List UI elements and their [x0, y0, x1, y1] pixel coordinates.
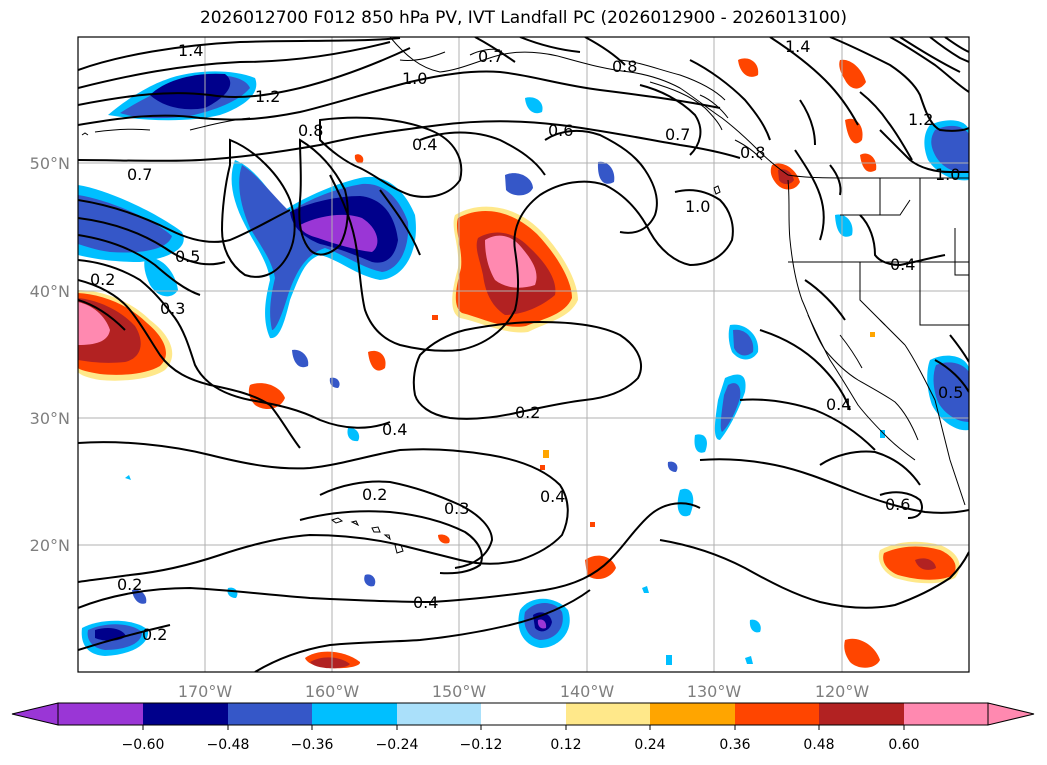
contour-label: 1.4 [178, 41, 203, 60]
contour-label: 1.4 [785, 37, 810, 56]
contour-label: 0.8 [740, 143, 765, 162]
latitude-labels: 50°N 40°N 30°N 20°N [30, 154, 70, 555]
lon-tick-label: 130°W [687, 682, 742, 701]
contour-label: 0.4 [540, 487, 565, 506]
contour-label: 0.4 [890, 255, 915, 274]
colorbar-outline [57, 702, 989, 726]
colorbar: −0.60 −0.48 −0.36 −0.24 −0.12 0.12 0.24 … [11, 702, 1035, 753]
colorbar-tick-label: 0.24 [634, 737, 665, 753]
contour-label: 0.4 [413, 593, 438, 612]
contour-label: 0.6 [885, 495, 910, 514]
contour-label: 0.2 [515, 403, 540, 422]
lon-tick-label: 170°W [178, 682, 233, 701]
contour-label-group: 1.4 1.2 1.0 0.8 0.7 0.6 0.4 0.5 0.3 0.2 … [90, 37, 963, 644]
map-panel [78, 37, 969, 672]
lat-tick-label: 20°N [30, 536, 70, 555]
contour-label: 0.3 [444, 499, 469, 518]
colorbar-tick-label: 0.36 [719, 737, 750, 753]
lon-tick-label: 120°W [815, 682, 870, 701]
colorbar-tick-label: −0.36 [291, 737, 334, 753]
colorbar-tick-label: 0.60 [888, 737, 919, 753]
contour-label: 1.2 [255, 87, 280, 106]
colorbar-segment [58, 703, 143, 725]
colorbar-segment [481, 703, 566, 725]
colorbar-min-extend [11, 702, 59, 726]
colorbar-segment [397, 703, 481, 725]
map-title: 2026012700 F012 850 hPa PV, IVT Landfall… [199, 8, 847, 28]
colorbar-tick-label: −0.12 [460, 737, 503, 753]
contour-label: 1.0 [685, 197, 710, 216]
contour-label: 0.2 [362, 485, 387, 504]
lon-tick-label: 150°W [432, 682, 487, 701]
colorbar-segment [228, 703, 312, 725]
colorbar-tick-label: −0.24 [376, 737, 419, 753]
contour-label: 0.4 [412, 135, 437, 154]
colorbar-tick-label: 0.48 [803, 737, 834, 753]
colorbar-segment [650, 703, 735, 725]
pv-negative-shading [78, 71, 969, 665]
contour-label: 0.4 [382, 420, 407, 439]
contour-label: 0.8 [298, 121, 323, 140]
lat-tick-label: 40°N [30, 282, 70, 301]
colorbar-segment [566, 703, 650, 725]
colorbar-tick-label: −0.60 [122, 737, 165, 753]
graticule [78, 37, 969, 672]
contour-label: 1.2 [908, 110, 933, 129]
colorbar-segment [904, 703, 988, 725]
colorbar-tick-label: −0.48 [207, 737, 250, 753]
contour-label: 0.5 [175, 247, 200, 266]
pv-contours [78, 37, 969, 672]
colorbar-segment [735, 703, 819, 725]
contour-label: 0.7 [478, 47, 503, 66]
pv-positive-shading [78, 58, 960, 669]
colorbar-tick-label: 0.12 [550, 737, 581, 753]
contour-label: 0.3 [160, 299, 185, 318]
contour-label: 1.0 [935, 165, 960, 184]
contour-label: 0.5 [938, 383, 963, 402]
contour-label: 0.6 [548, 121, 573, 140]
colorbar-segment [143, 703, 228, 725]
contour-label: 0.4 [826, 395, 851, 414]
contour-label: 0.2 [142, 625, 167, 644]
contour-label: 0.2 [90, 270, 115, 289]
lon-tick-label: 160°W [305, 682, 360, 701]
contour-label: 1.0 [402, 69, 427, 88]
contour-label: 0.8 [612, 57, 637, 76]
lat-tick-label: 30°N [30, 409, 70, 428]
lat-tick-label: 50°N [30, 154, 70, 173]
longitude-labels: 170°W 160°W 150°W 140°W 130°W 120°W [178, 682, 870, 701]
lon-tick-label: 140°W [560, 682, 615, 701]
colorbar-max-extend [987, 702, 1035, 726]
contour-label: 0.2 [117, 575, 142, 594]
colorbar-segment [312, 703, 397, 725]
colorbar-segment [819, 703, 904, 725]
contour-label: 0.7 [665, 125, 690, 144]
contour-label: 0.7 [127, 165, 152, 184]
map-frame [77, 36, 970, 673]
